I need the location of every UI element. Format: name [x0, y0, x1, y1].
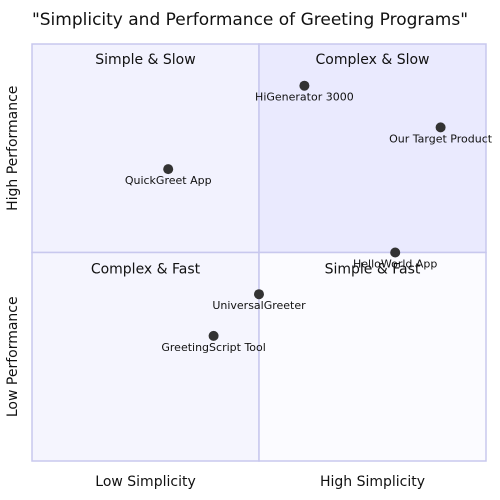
data-point-labels: HiGenerator 3000 Our Target Product QuickG…: [125, 91, 493, 354]
data-point: [254, 289, 264, 300]
quadrant-top-right: [258, 43, 487, 254]
x-axis-high-label: High Simplicity: [320, 474, 425, 490]
data-point-label: GreetingScript Tool: [161, 341, 265, 354]
data-point: [435, 122, 446, 133]
data-point: [163, 164, 174, 175]
y-axis-low-label: Low Performance: [5, 296, 21, 417]
quadrant-backgrounds: [31, 43, 487, 462]
quadrant-label-top-left: Simple & Slow: [95, 52, 195, 68]
data-point: [299, 80, 310, 91]
quadrant-label-bottom-right: Simple & Fast: [325, 262, 421, 278]
axis-labels: Low Simplicity High Simplicity High Perfor…: [5, 86, 425, 490]
data-point-label: QuickGreet App: [125, 174, 212, 187]
quadrant-bottom-right: [258, 251, 487, 462]
data-point-label: Our Target Product: [389, 132, 493, 145]
data-point-label: HelloWorld App: [353, 258, 437, 271]
chart-title: "Simplicity and Performance of Greeting …: [32, 10, 468, 30]
data-point-label: UniversalGreeter: [212, 299, 306, 312]
x-axis-low-label: Low Simplicity: [95, 474, 195, 490]
quadrant-label-bottom-left: Complex & Fast: [91, 262, 201, 278]
quadrant-top-left: [31, 43, 260, 254]
data-point: [390, 247, 401, 258]
quadrant-labels: Simple & Slow Complex & Slow Complex & Fas…: [91, 52, 430, 278]
data-points: [163, 80, 446, 341]
data-point: [208, 330, 219, 341]
data-point-label: HiGenerator 3000: [255, 91, 354, 104]
quadrant-bottom-left: [31, 251, 260, 462]
y-axis-high-label: High Performance: [5, 86, 21, 211]
quadrant-label-top-right: Complex & Slow: [315, 52, 429, 68]
